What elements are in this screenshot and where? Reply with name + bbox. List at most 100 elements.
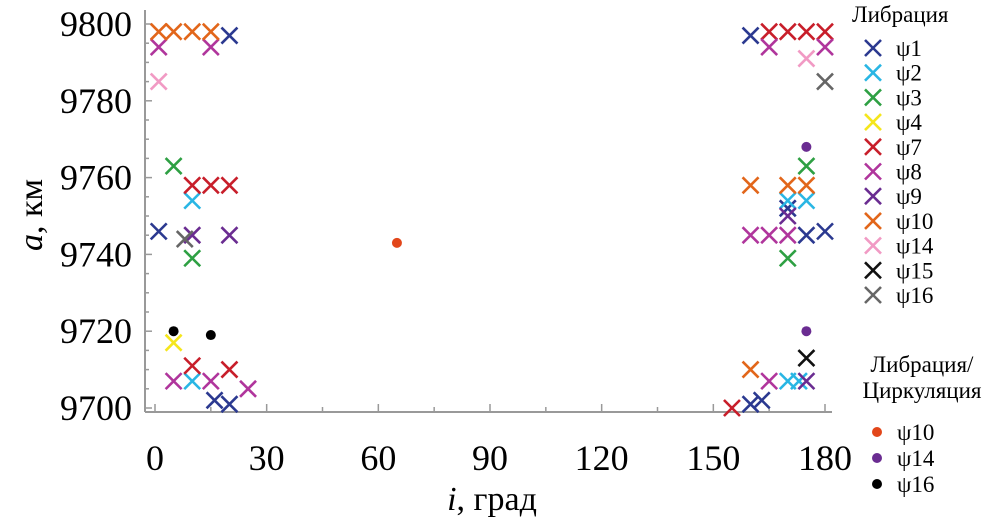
cross-stroke bbox=[149, 22, 168, 41]
legend: Либрацияψ1ψ2ψ3ψ4ψ7ψ8ψ9ψ10ψ14ψ15ψ16Либрац… bbox=[852, 2, 982, 497]
cross-marker bbox=[778, 207, 797, 225]
legend-label: ψ10 bbox=[896, 209, 933, 234]
cross-marker bbox=[175, 230, 194, 248]
cross-stroke bbox=[164, 333, 183, 352]
cross-marker bbox=[797, 372, 816, 391]
series-dot-ψ14 bbox=[801, 141, 812, 337]
cross-stroke bbox=[760, 38, 779, 56]
legend-title: Либрация bbox=[852, 2, 949, 27]
cross-marker bbox=[760, 372, 779, 391]
cross-marker bbox=[183, 22, 202, 41]
cross-stroke bbox=[864, 187, 882, 206]
cross-marker bbox=[790, 372, 808, 391]
legend-label: ψ16 bbox=[897, 472, 934, 497]
cross-stroke bbox=[797, 176, 816, 195]
cross-marker bbox=[183, 249, 202, 268]
cross-marker bbox=[797, 176, 816, 195]
cross-marker bbox=[797, 49, 816, 68]
legend-item: ψ16 bbox=[872, 472, 934, 497]
legend-label: ψ10 bbox=[897, 420, 934, 445]
cross-stroke bbox=[864, 63, 882, 82]
series-dot-ψ16 bbox=[168, 326, 216, 341]
axes: 9700 9720 9740 9760 9780 9800 0 30 60 90 120 150 180 bbox=[60, 4, 852, 478]
series-x-ψ16 bbox=[175, 72, 834, 248]
legend-item: ψ14 bbox=[864, 234, 934, 259]
y-axis-label-unit: , км bbox=[13, 179, 50, 234]
x-tick-label: 150 bbox=[686, 438, 740, 478]
legend-label: ψ9 bbox=[896, 184, 922, 209]
cross-marker bbox=[220, 360, 239, 379]
dot-marker bbox=[391, 237, 402, 248]
y-tick-label: 9800 bbox=[60, 4, 132, 44]
y-tick-label: 9740 bbox=[60, 234, 132, 274]
cross-marker bbox=[205, 391, 224, 410]
cross-marker bbox=[760, 22, 779, 41]
dot-marker bbox=[205, 330, 216, 341]
dot-marker bbox=[801, 326, 812, 337]
y-axis-label: a, км bbox=[13, 179, 50, 251]
cross-marker bbox=[164, 333, 183, 352]
legend-item: ψ2 bbox=[864, 61, 922, 86]
cross-stroke bbox=[149, 38, 168, 56]
legend-label: ψ14 bbox=[897, 446, 935, 471]
cross-marker bbox=[797, 191, 816, 210]
cross-stroke bbox=[741, 395, 760, 414]
legend-label: ψ7 bbox=[896, 135, 922, 160]
cross-marker bbox=[778, 249, 797, 268]
legend-item: ψ14 bbox=[872, 446, 935, 471]
legend-marker bbox=[864, 236, 882, 255]
cross-marker bbox=[741, 360, 760, 379]
cross-stroke bbox=[864, 137, 882, 156]
cross-marker bbox=[723, 399, 741, 417]
cross-marker bbox=[201, 372, 220, 391]
legend-label: ψ8 bbox=[896, 160, 922, 185]
cross-stroke bbox=[864, 88, 882, 107]
legend-item: ψ10 bbox=[872, 420, 934, 445]
cross-stroke bbox=[797, 191, 816, 210]
cross-stroke bbox=[778, 199, 797, 218]
legend-item: ψ9 bbox=[864, 184, 922, 209]
legend-marker bbox=[864, 187, 882, 206]
x-axis-label-var: i bbox=[447, 481, 456, 518]
cross-marker bbox=[201, 176, 220, 195]
cross-marker bbox=[149, 222, 168, 241]
cross-marker bbox=[149, 22, 168, 41]
cross-stroke bbox=[797, 372, 816, 391]
cross-stroke bbox=[864, 261, 882, 280]
y-tick-label: 9760 bbox=[60, 158, 132, 198]
cross-stroke bbox=[797, 226, 816, 245]
cross-stroke bbox=[741, 360, 760, 379]
legend-title: Циркуляция bbox=[862, 378, 981, 403]
legend-marker bbox=[872, 427, 882, 437]
legend-marker bbox=[864, 63, 882, 82]
cross-stroke bbox=[864, 286, 882, 304]
cross-marker bbox=[149, 38, 168, 56]
cross-stroke bbox=[183, 176, 202, 195]
y-axis-label-var: a bbox=[13, 234, 50, 251]
cross-stroke bbox=[183, 249, 202, 268]
cross-stroke bbox=[183, 356, 202, 375]
cross-stroke bbox=[760, 22, 779, 41]
legend-marker bbox=[864, 137, 882, 156]
cross-stroke bbox=[797, 49, 816, 68]
legend-label: ψ4 bbox=[896, 110, 922, 135]
legend-label: ψ3 bbox=[896, 85, 922, 110]
dot-marker bbox=[168, 326, 179, 337]
cross-stroke bbox=[201, 22, 220, 41]
cross-stroke bbox=[752, 391, 771, 410]
legend-item: ψ3 bbox=[864, 85, 922, 110]
legend-label: ψ16 bbox=[896, 283, 933, 308]
cross-marker bbox=[816, 72, 834, 91]
legend-item: ψ1 bbox=[864, 36, 922, 61]
cross-marker bbox=[220, 226, 239, 245]
cross-marker bbox=[164, 157, 183, 175]
cross-marker bbox=[164, 372, 183, 391]
legend-marker bbox=[872, 453, 882, 463]
cross-stroke bbox=[149, 72, 168, 91]
cross-stroke bbox=[790, 372, 808, 391]
cross-marker bbox=[220, 26, 239, 45]
cross-stroke bbox=[183, 22, 202, 41]
legend-marker bbox=[872, 479, 882, 489]
cross-marker bbox=[778, 176, 797, 195]
